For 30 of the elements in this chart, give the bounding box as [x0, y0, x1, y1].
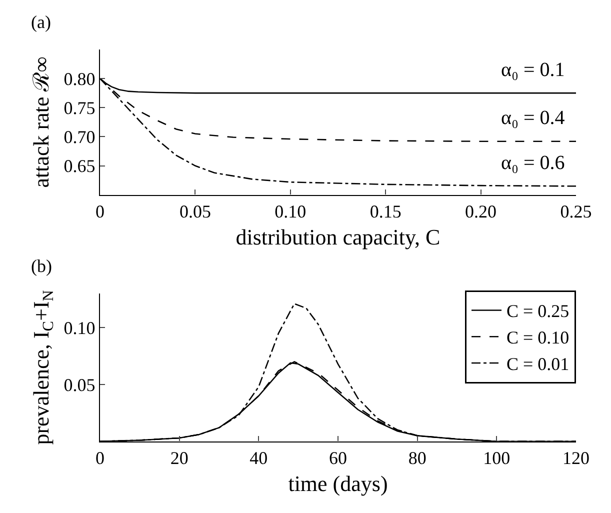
x-tick-label: 0 — [96, 448, 104, 468]
annotation: α₀ = 0.4 — [501, 107, 565, 129]
annotation: α₀ = 0.6 — [501, 152, 565, 174]
x-tick-label: 0.20 — [465, 202, 497, 222]
x-tick-label: 0.05 — [179, 202, 211, 222]
text: (b) — [31, 256, 52, 276]
x-tick-label: 0.10 — [274, 202, 306, 222]
x-tick-label: 0 — [96, 202, 104, 222]
legend-label: C = 0.01 — [506, 354, 570, 374]
x-tick-label: 0.25 — [560, 202, 592, 222]
x-tick-label: 40 — [250, 448, 268, 468]
annotation: α₀ = 0.1 — [501, 59, 565, 81]
y-tick-label: 0.70 — [64, 127, 96, 147]
x-axis-title: distribution capacity, C — [236, 224, 440, 250]
y-tick-label: 0.80 — [64, 68, 96, 89]
x-tick-label: 120 — [562, 448, 590, 468]
y-tick-label: 0.65 — [64, 156, 96, 176]
x-tick-label: 0.15 — [370, 202, 402, 222]
legend-label: C = 0.10 — [506, 328, 570, 348]
y-tick-label: 0.05 — [64, 374, 96, 395]
x-tick-label: 80 — [408, 448, 426, 468]
y-tick-label: 0.10 — [64, 318, 96, 338]
y-axis-title: attack rate ℛ∞ — [28, 56, 54, 188]
text: (a) — [31, 12, 51, 32]
x-tick-label: 100 — [483, 448, 510, 468]
x-tick-label: 60 — [329, 448, 347, 468]
y-tick-label: 0.75 — [64, 98, 96, 118]
x-axis-title: time (days) — [288, 471, 388, 496]
legend-label: C = 0.25 — [506, 301, 570, 322]
x-tick-label: 20 — [170, 448, 188, 468]
